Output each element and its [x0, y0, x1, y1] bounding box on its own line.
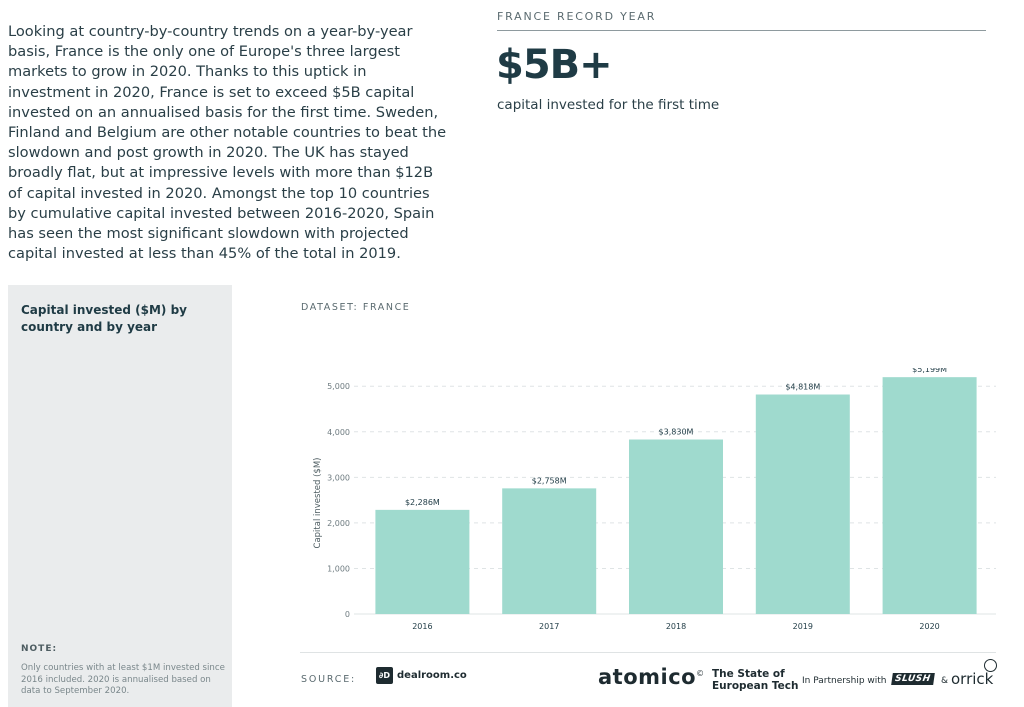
bar-data-label: $5,199M: [912, 368, 947, 374]
y-tick-label: 1,000: [327, 564, 350, 573]
sidebar-title: Capital invested ($M) by country and by …: [21, 303, 187, 334]
dealroom-mark-icon: ∂D: [376, 667, 393, 684]
x-tick-label: 2020: [919, 622, 939, 631]
y-tick-label: 3,000: [327, 473, 350, 482]
ampersand: &: [941, 676, 949, 686]
dealroom-text: dealroom.co: [397, 670, 467, 681]
source-label: SOURCE:: [301, 674, 357, 685]
kpi-subtitle: capital invested for the first time: [497, 97, 720, 113]
note-text: Only countries with at least $1M investe…: [21, 663, 225, 697]
atomico-logo[interactable]: atomico©: [598, 665, 705, 689]
bar-data-label: $2,758M: [532, 476, 567, 485]
chart-sidebar: Capital invested ($M) by country and by …: [8, 285, 232, 707]
y-tick-label: 2,000: [327, 519, 350, 528]
dealroom-logo[interactable]: ∂D dealroom.co: [376, 667, 467, 684]
bar: [502, 488, 597, 614]
sote-line2: European Tech: [712, 680, 799, 692]
y-tick-label: 5,000: [327, 382, 350, 391]
x-tick-label: 2019: [793, 622, 813, 631]
bar: [375, 509, 470, 614]
intro-paragraph: Looking at country-by-country trends on …: [8, 23, 447, 263]
state-of-european-tech-logo[interactable]: The State of European Tech: [712, 668, 802, 692]
bar: [629, 439, 723, 614]
dataset-label: DATASET: FRANCE: [301, 302, 411, 313]
x-tick-label: 2018: [666, 622, 686, 631]
y-axis-label: Capital invested ($M): [313, 458, 323, 549]
bar: [755, 394, 850, 614]
slush-logo[interactable]: SLUSH: [891, 673, 935, 685]
orrick-ring-icon: [984, 659, 997, 672]
bar-data-label: $3,830M: [659, 428, 694, 437]
kpi-label: FRANCE RECORD YEAR: [497, 10, 657, 23]
note-label: NOTE:: [21, 644, 58, 654]
x-tick-label: 2016: [412, 622, 432, 631]
kpi-value: $5B+: [496, 42, 613, 88]
x-tick-label: 2017: [539, 622, 559, 631]
partnership-label: In Partnership with: [802, 676, 887, 686]
orrick-logo[interactable]: orrick: [951, 670, 994, 688]
sote-line1: The State of: [712, 668, 785, 680]
kpi-divider: [497, 30, 986, 31]
atomico-wordmark: atomico: [598, 665, 697, 689]
bar-chart: 0 1,000 2,000 3,000 4,000 5,000 Capital invest…: [313, 368, 996, 631]
y-tick-label: 4,000: [327, 428, 350, 437]
y-tick-label: 0: [345, 610, 350, 619]
atomico-mark: ©: [696, 669, 705, 678]
bar-data-label: $2,286M: [405, 498, 440, 507]
bar-data-label: $4,818M: [785, 383, 820, 392]
bar: [882, 377, 977, 614]
footer-divider: [300, 652, 996, 653]
